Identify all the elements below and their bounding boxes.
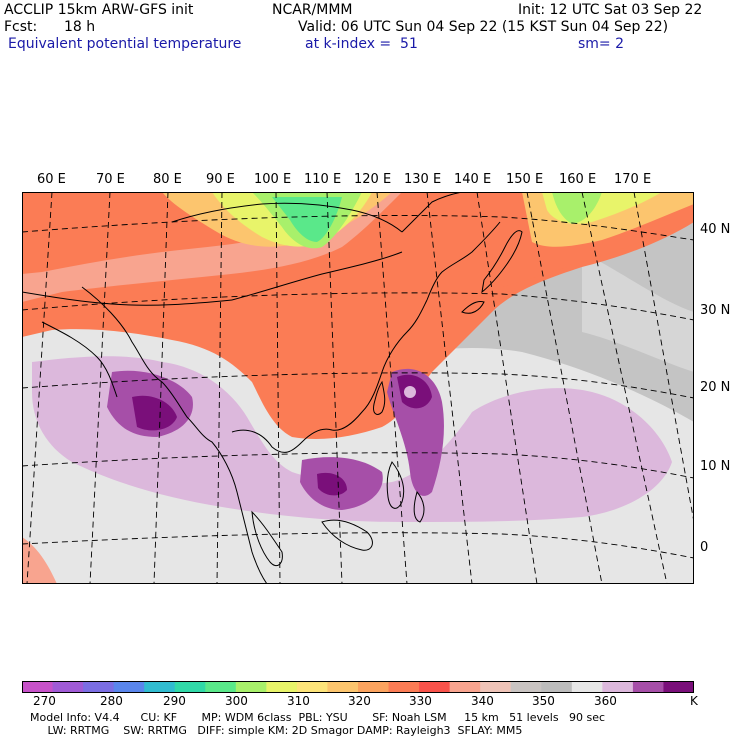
forecast-hour: 18 h xyxy=(64,19,96,35)
colorbar-frame xyxy=(22,681,694,693)
colorbar-swatch xyxy=(144,681,176,693)
colorbar-swatch xyxy=(419,681,451,693)
colorbar-swatch xyxy=(174,681,206,693)
lon-label: 150 E xyxy=(506,172,544,187)
colorbar-tick: 350 xyxy=(532,694,555,708)
valid-time: Valid: 06 UTC Sun 04 Sep 22 (15 KST Sun … xyxy=(298,19,669,35)
lat-label: 10 N xyxy=(700,459,731,474)
colorbar-swatch xyxy=(510,681,542,693)
theta-e-map xyxy=(22,192,694,584)
lat-label: 40 N xyxy=(700,222,731,237)
bay-bengal-core xyxy=(132,395,177,431)
lat-label: 30 N xyxy=(700,303,731,318)
gray-band-light xyxy=(582,252,694,372)
coastlines xyxy=(22,192,523,584)
colorbar xyxy=(22,681,694,693)
ne-green-band xyxy=(552,192,602,224)
center-label: NCAR/MMM xyxy=(272,2,353,18)
lon-label: 100 E xyxy=(254,172,292,187)
colorbar-swatch xyxy=(266,681,298,693)
colorbar-swatch xyxy=(358,681,390,693)
colorbar-tick: 280 xyxy=(100,694,123,708)
lat-label: 0 xyxy=(700,540,709,555)
lat-label: 20 N xyxy=(700,380,731,395)
scs-core xyxy=(317,472,347,496)
forecast-label: Fcst: xyxy=(4,19,38,35)
map-frame xyxy=(22,192,694,584)
colorbar-swatch xyxy=(541,681,573,693)
lon-label: 70 E xyxy=(96,172,125,187)
colorbar-tick: 340 xyxy=(471,694,494,708)
graticule xyxy=(22,192,694,584)
green-core xyxy=(272,197,342,242)
colorbar-tick: 290 xyxy=(163,694,186,708)
sw-warm xyxy=(22,537,57,584)
field-name: Equivalent potential temperature xyxy=(8,36,242,52)
lon-label: 60 E xyxy=(37,172,66,187)
colorbar-swatch xyxy=(205,681,237,693)
colorbar-swatch xyxy=(22,681,54,693)
typhoon-eye xyxy=(404,386,416,398)
colorbar-swatch xyxy=(52,681,84,693)
lon-label: 120 E xyxy=(354,172,392,187)
colorbar-swatch xyxy=(480,681,512,693)
colorbar-swatch xyxy=(113,681,145,693)
colorbar-swatch xyxy=(388,681,420,693)
init-time: Init: 12 UTC Sat 03 Sep 22 xyxy=(518,2,703,18)
colorbar-tick: 360 xyxy=(594,694,617,708)
colorbar-swatch xyxy=(663,681,694,693)
colorbar-tick: 330 xyxy=(409,694,432,708)
colorbar-tick: 270 xyxy=(33,694,56,708)
lon-label: 110 E xyxy=(304,172,342,187)
lon-label: 170 E xyxy=(614,172,652,187)
colorbar-swatch xyxy=(83,681,115,693)
model-info-line1: Model Info: V4.4 CU: KF MP: WDM 6class P… xyxy=(30,711,606,724)
smoothing-info: sm= 2 xyxy=(578,36,625,52)
colorbar-swatch xyxy=(632,681,664,693)
colorbar-swatch xyxy=(571,681,603,693)
lon-label: 160 E xyxy=(559,172,597,187)
colorbar-tick: 310 xyxy=(287,694,310,708)
level-info: at k-index = 51 xyxy=(305,36,418,52)
colorbar-swatch xyxy=(602,681,634,693)
colorbar-swatch xyxy=(449,681,481,693)
lon-label: 80 E xyxy=(153,172,182,187)
model-title: ACCLIP 15km ARW-GFS init xyxy=(4,2,194,18)
colorbar-swatch xyxy=(235,681,267,693)
lon-label: 130 E xyxy=(404,172,442,187)
colorbar-tick: 300 xyxy=(225,694,248,708)
model-info-line2: LW: RRTMG SW: RRTMG DIFF: simple KM: 2D … xyxy=(30,724,523,737)
colorbar-swatch xyxy=(296,681,328,693)
colorbar-tick: 320 xyxy=(348,694,371,708)
lon-label: 90 E xyxy=(206,172,235,187)
lon-label: 140 E xyxy=(454,172,492,187)
colorbar-swatch xyxy=(327,681,359,693)
colorbar-unit: K xyxy=(690,694,698,708)
